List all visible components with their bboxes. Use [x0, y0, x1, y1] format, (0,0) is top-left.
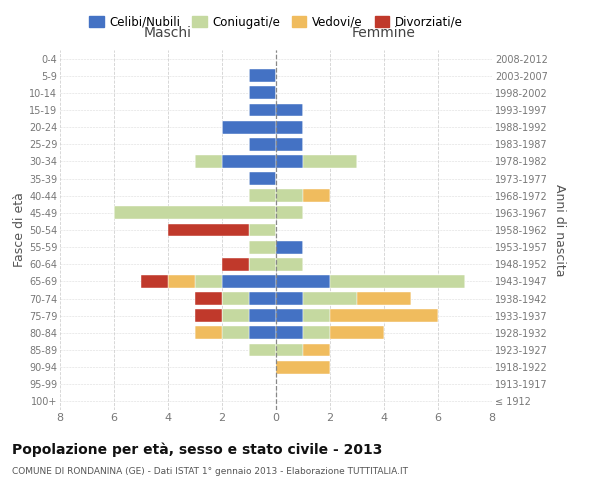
Bar: [222, 155, 276, 168]
Bar: [276, 138, 303, 150]
Bar: [222, 120, 276, 134]
Bar: [168, 275, 195, 288]
Bar: [303, 190, 330, 202]
Bar: [276, 344, 303, 356]
Text: COMUNE DI RONDANINA (GE) - Dati ISTAT 1° gennaio 2013 - Elaborazione TUTTITALIA.: COMUNE DI RONDANINA (GE) - Dati ISTAT 1°…: [12, 468, 408, 476]
Bar: [276, 292, 303, 305]
Bar: [222, 326, 249, 340]
Bar: [249, 310, 276, 322]
Bar: [249, 344, 276, 356]
Bar: [249, 190, 276, 202]
Bar: [276, 326, 303, 340]
Bar: [303, 344, 330, 356]
Bar: [249, 292, 276, 305]
Bar: [249, 326, 276, 340]
Bar: [330, 326, 384, 340]
Bar: [276, 275, 330, 288]
Bar: [249, 258, 276, 270]
Bar: [303, 292, 357, 305]
Bar: [168, 224, 249, 236]
Bar: [141, 275, 168, 288]
Text: Maschi: Maschi: [144, 26, 192, 40]
Text: Popolazione per età, sesso e stato civile - 2013: Popolazione per età, sesso e stato civil…: [12, 442, 382, 457]
Bar: [276, 360, 330, 374]
Bar: [222, 310, 249, 322]
Bar: [357, 292, 411, 305]
Bar: [195, 310, 222, 322]
Bar: [276, 258, 303, 270]
Bar: [249, 172, 276, 185]
Bar: [195, 155, 222, 168]
Bar: [249, 70, 276, 82]
Bar: [222, 275, 276, 288]
Bar: [114, 206, 276, 220]
Y-axis label: Fasce di età: Fasce di età: [13, 192, 26, 268]
Bar: [276, 310, 303, 322]
Bar: [303, 155, 357, 168]
Bar: [222, 292, 249, 305]
Bar: [195, 292, 222, 305]
Bar: [276, 240, 303, 254]
Y-axis label: Anni di nascita: Anni di nascita: [553, 184, 566, 276]
Bar: [195, 326, 222, 340]
Text: Femmine: Femmine: [352, 26, 416, 40]
Bar: [249, 86, 276, 100]
Bar: [249, 104, 276, 117]
Bar: [249, 224, 276, 236]
Bar: [276, 206, 303, 220]
Bar: [249, 138, 276, 150]
Bar: [330, 310, 438, 322]
Bar: [303, 310, 330, 322]
Bar: [276, 190, 303, 202]
Bar: [276, 120, 303, 134]
Bar: [276, 155, 303, 168]
Bar: [303, 326, 330, 340]
Bar: [249, 240, 276, 254]
Bar: [330, 275, 465, 288]
Legend: Celibi/Nubili, Coniugati/e, Vedovi/e, Divorziati/e: Celibi/Nubili, Coniugati/e, Vedovi/e, Di…: [85, 11, 467, 34]
Bar: [195, 275, 222, 288]
Bar: [276, 104, 303, 117]
Bar: [222, 258, 249, 270]
